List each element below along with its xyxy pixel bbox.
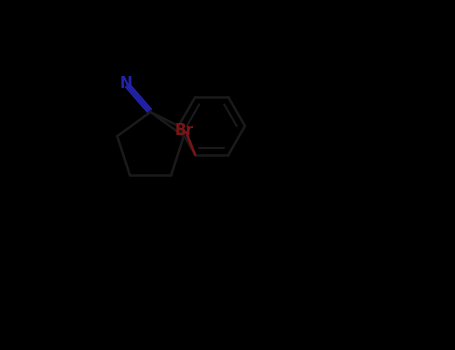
Text: Br: Br [175,123,194,138]
Text: N: N [120,76,132,91]
